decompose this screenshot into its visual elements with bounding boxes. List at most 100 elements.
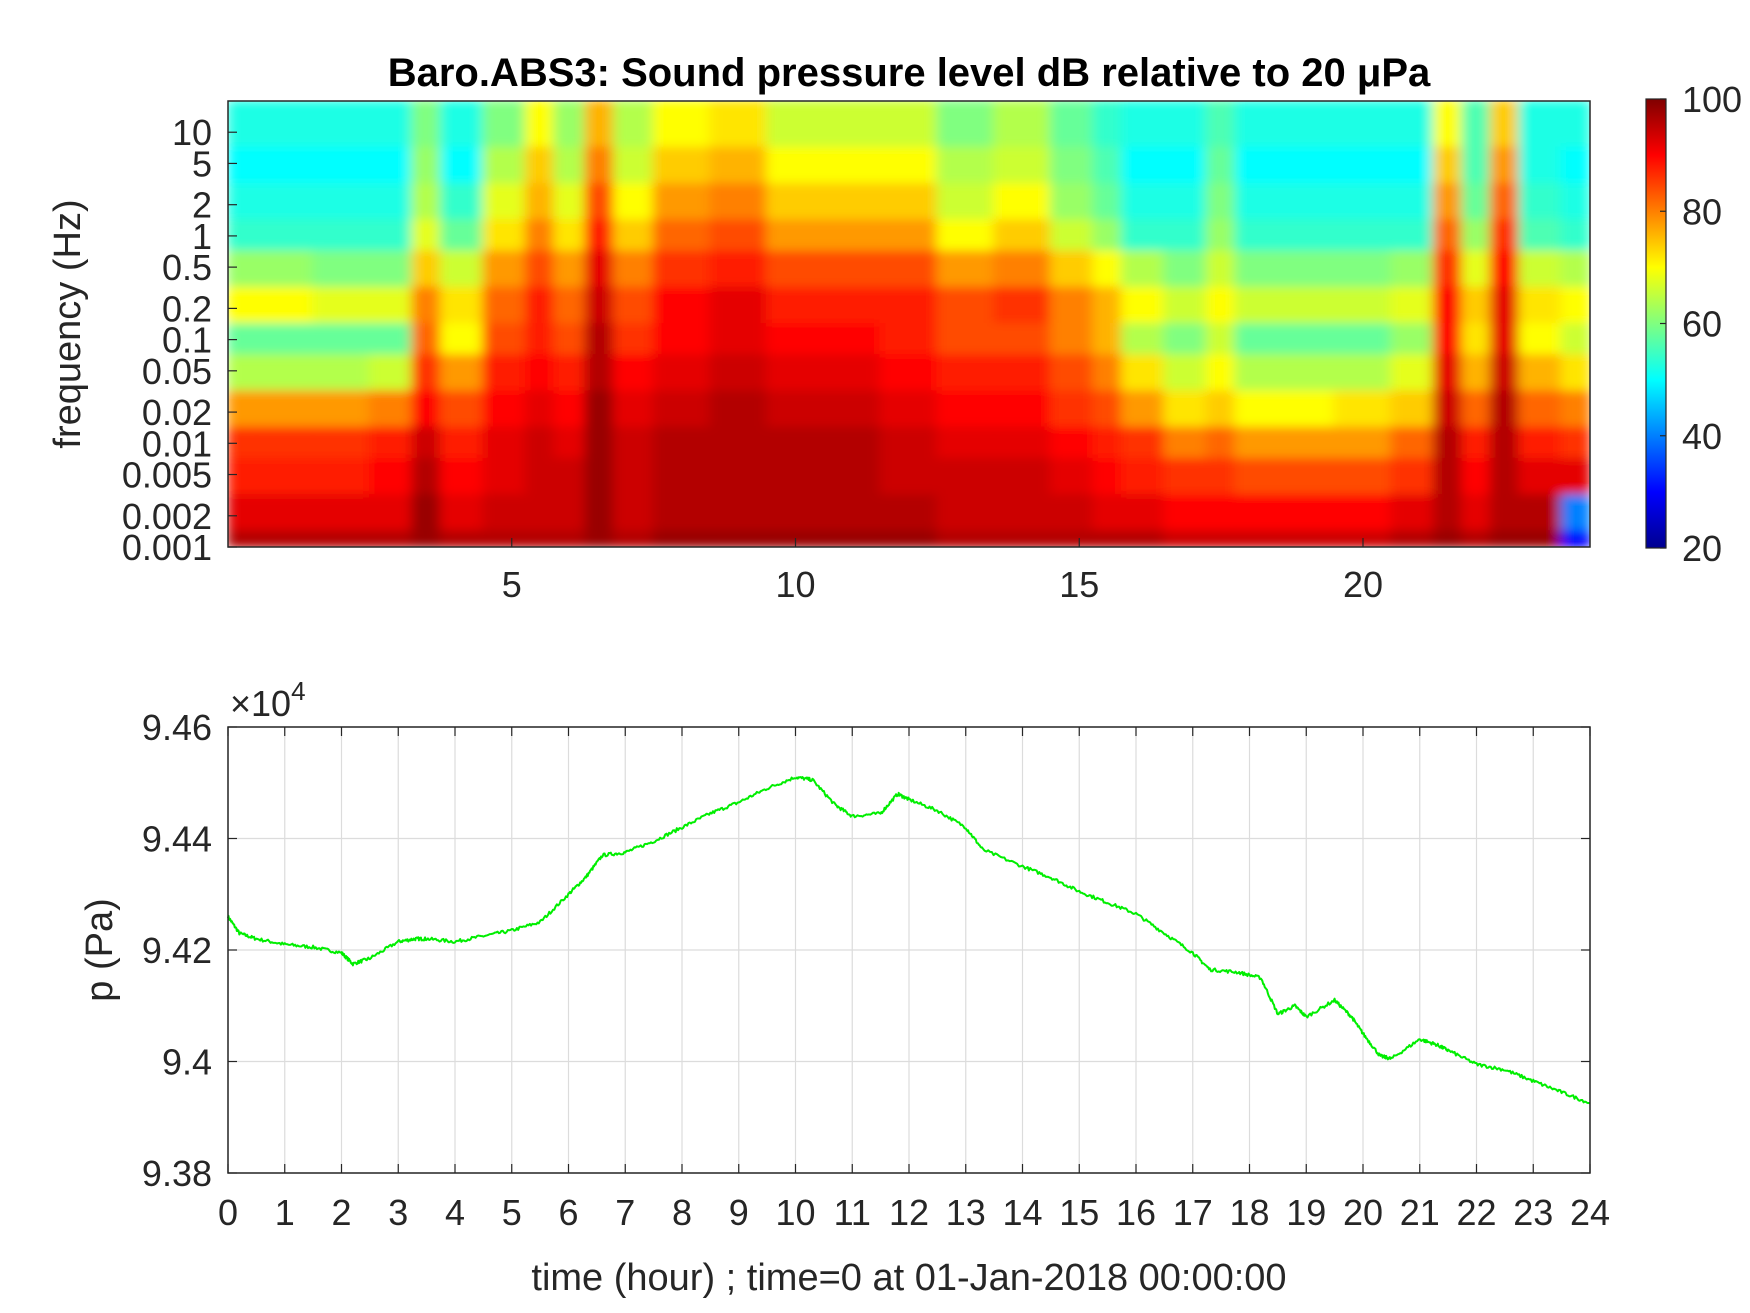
heatmap-cell [228, 101, 258, 149]
heatmap-cell [482, 323, 527, 357]
heatmap-cell [368, 390, 414, 429]
heatmap-cell [1163, 390, 1208, 429]
y-tick-label: 0.02 [142, 392, 212, 433]
heatmap-cell [1163, 457, 1208, 497]
heatmap-cell [1560, 390, 1590, 429]
heatmap-cell [1205, 426, 1237, 460]
heatmap-cell [612, 250, 655, 289]
heatmap-cell [1163, 323, 1208, 357]
heatmap-cell [1489, 146, 1521, 186]
heatmap-cell [1205, 457, 1237, 497]
heatmap-cell [652, 457, 712, 497]
heatmap-cell [1560, 286, 1590, 325]
heatmap-cell [411, 183, 442, 222]
heatmap-cell [612, 101, 655, 149]
heatmap-cell [1333, 494, 1393, 533]
heatmap-cell [1333, 101, 1393, 149]
heatmap-cell [1120, 286, 1166, 325]
heatmap-cell [584, 426, 615, 460]
heatmap-cell [612, 390, 655, 429]
heatmap-cell [584, 183, 615, 222]
heatmap-cell [879, 354, 939, 393]
heatmap-cell [1205, 146, 1237, 186]
heatmap-cell [1163, 286, 1208, 325]
heatmap-cell [312, 219, 371, 253]
heatmap-cell [482, 390, 527, 429]
heatmap-cell [879, 530, 939, 547]
heatmap-cell [524, 101, 556, 149]
heatmap-cell [766, 323, 825, 357]
heatmap-cell [482, 183, 527, 222]
heatmap-cell [1560, 457, 1590, 497]
heatmap-cell [1333, 354, 1393, 393]
heatmap-cell [312, 323, 371, 357]
heatmap-cell [584, 457, 615, 497]
heatmap-cell [1489, 494, 1521, 533]
heatmap-cell [1333, 286, 1393, 325]
heatmap-cell [1432, 530, 1464, 547]
heatmap-cell [1518, 183, 1563, 222]
heatmap-cell [411, 457, 442, 497]
heatmap-cell [1163, 183, 1208, 222]
heatmap-cell [936, 146, 996, 186]
heatmap-cell [879, 323, 939, 357]
heatmap-cell [993, 390, 1052, 429]
heatmap-cell [1432, 250, 1464, 289]
heatmap-cell [1390, 530, 1435, 547]
y-tick-label: 9.4 [162, 1042, 212, 1083]
heatmap-cell [879, 250, 939, 289]
heatmap-cell [652, 183, 712, 222]
heatmap-cell [1163, 219, 1208, 253]
heatmap-cell [993, 494, 1052, 533]
heatmap-cell [439, 426, 485, 460]
heatmap-cell [1049, 101, 1095, 149]
heatmap-cell [228, 183, 258, 222]
heatmap-cell [255, 530, 315, 547]
heatmap-cell [1518, 530, 1563, 547]
x-tick-label: 14 [1002, 1192, 1042, 1233]
heatmap-cell [766, 286, 825, 325]
heatmap-cell [553, 426, 587, 460]
colorbar-tick-label: 80 [1682, 191, 1722, 232]
heatmap-cell [255, 494, 315, 533]
heatmap-cell [1049, 390, 1095, 429]
heatmap-cell [1489, 390, 1521, 429]
heatmap-cell [1163, 354, 1208, 393]
heatmap-cell [411, 286, 442, 325]
y-tick-label: 9.46 [142, 707, 212, 748]
heatmap-cell [524, 146, 556, 186]
heatmap-cell [993, 146, 1052, 186]
heatmap-cell [255, 323, 315, 357]
heatmap-cell [312, 183, 371, 222]
heatmap-cell [1092, 323, 1123, 357]
heatmap-cell [1518, 426, 1563, 460]
heatmap-cell [255, 390, 315, 429]
heatmap-cell [1049, 250, 1095, 289]
heatmap-cell [439, 286, 485, 325]
heatmap-cell [524, 286, 556, 325]
heatmap-cell [1489, 183, 1521, 222]
heatmap-cell [255, 426, 315, 460]
y-tick-label: 9.44 [142, 819, 212, 860]
heatmap-cell [439, 530, 485, 547]
pressure-x-ticks: 0 1 2 3 4 5 6 7 8 9 10 11 12 13 14 15 16 17 18 19 20 21 22 23 24 [218, 727, 1610, 1233]
heatmap-cell [822, 426, 882, 460]
heatmap-cell [1461, 354, 1492, 393]
heatmap-cell [1560, 101, 1590, 149]
heatmap-cell [1205, 101, 1237, 149]
heatmap-cell [1276, 390, 1336, 429]
x-tick-label: 22 [1456, 1192, 1496, 1233]
heatmap-cell [652, 250, 712, 289]
heatmap-cell [524, 457, 556, 497]
heatmap-cell [1205, 494, 1237, 533]
heatmap-cell [822, 494, 882, 533]
heatmap-cell [822, 390, 882, 429]
heatmap-cell [411, 354, 442, 393]
heatmap-cell [1049, 494, 1095, 533]
heatmap-cell [1333, 323, 1393, 357]
heatmap-cell [822, 354, 882, 393]
heatmap-cell [1120, 219, 1166, 253]
y-tick-label: 0.002 [122, 496, 212, 537]
heatmap-cell [993, 101, 1052, 149]
heatmap-cell [228, 530, 258, 547]
